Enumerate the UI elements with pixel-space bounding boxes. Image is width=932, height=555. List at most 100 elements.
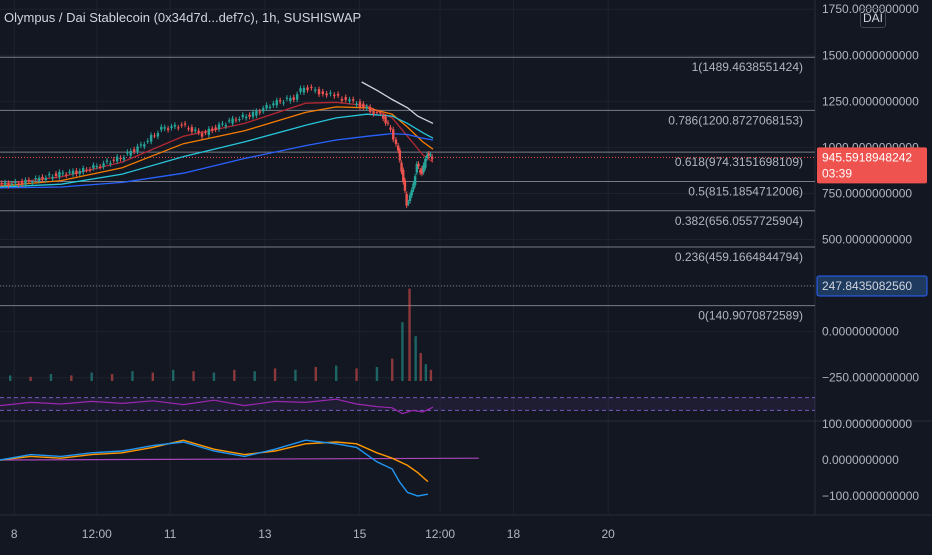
candle-body-10-1	[187, 128, 190, 130]
candle-body-8-1	[146, 140, 149, 142]
candle-body-9-3	[173, 124, 177, 127]
candle-body-29-0	[417, 163, 420, 167]
candle-body-7-5	[139, 144, 143, 146]
candle-body-9-5	[180, 124, 183, 126]
volume-bar-4	[90, 372, 93, 381]
time-tick-label-3: 13	[258, 527, 272, 541]
candle-body-1-4	[14, 181, 17, 184]
candle-body-24-1	[392, 129, 395, 140]
candle-body-2-2	[27, 179, 31, 181]
candle-body-10-4	[197, 130, 200, 133]
candle-body-3-3	[51, 176, 54, 179]
candle-body-21-1	[365, 106, 368, 109]
candle-body-26-0	[402, 169, 405, 182]
moving-average-line-3	[0, 132, 434, 189]
candle-body-19-2	[344, 97, 347, 100]
macd-pane	[0, 439, 479, 497]
candle-body-12-4	[228, 120, 231, 122]
macd-baseline	[0, 457, 479, 461]
candle-body-18-3	[333, 94, 336, 97]
volume-bar-18	[375, 367, 379, 381]
candle-body-4-2	[68, 171, 71, 173]
fib-label-0: 1(1489.4638551424)	[692, 60, 803, 74]
candle-body-3-4	[54, 173, 58, 177]
candle-body-5-1	[85, 169, 88, 171]
price-tick-label-7: 0.0000000000	[822, 325, 899, 339]
time-axis-labels: 8 12:00 11 13 15 12:00 18 20	[11, 527, 615, 541]
candle-body-2-1	[24, 179, 27, 185]
candle-body-8-5	[160, 126, 163, 130]
candle-body-18-0	[321, 91, 325, 95]
time-tick-label-7: 20	[602, 527, 616, 541]
candle-body-26-1	[403, 180, 407, 191]
volume-bar-17	[355, 368, 358, 381]
candle-body-15-2	[282, 102, 285, 104]
candle-body-30-2	[425, 155, 429, 159]
candle-body-6-4	[115, 156, 119, 162]
candle-body-31-1	[429, 154, 432, 156]
candle-body-9-0	[163, 127, 166, 129]
fibonacci-layer: 1(1489.4638551424) 0.786(1200.8727068153)…	[0, 56, 815, 323]
candle-body-2-0	[20, 181, 24, 185]
candle-body-12-5	[231, 118, 234, 124]
price-tick-label-4: 750.0000000000	[822, 186, 912, 200]
chart-title: Olympus / Dai Stablecoin (0x34d7d...def7…	[4, 10, 362, 25]
candle-body-27-0	[407, 202, 410, 204]
candle-body-3-0	[41, 176, 44, 180]
candle-body-22-0	[372, 110, 375, 114]
price-tick-label-0: 1750.0000000000	[822, 2, 919, 16]
candle-body-13-5	[251, 112, 255, 117]
currency-badge[interactable]: DAI	[860, 8, 886, 28]
volume-bar-23	[419, 353, 422, 381]
volume-marker-badge	[816, 275, 928, 297]
candle-body-1-2	[7, 183, 10, 186]
candle-body-17-1	[310, 86, 313, 89]
candle-body-25-1	[398, 150, 402, 161]
candle-body-4-3	[71, 170, 75, 175]
candle-body-7-0	[122, 157, 126, 160]
volume-bar-24	[424, 364, 428, 381]
candle-body-26-2	[405, 193, 408, 206]
volume-bar-19	[391, 358, 394, 381]
candle-body-13-2	[241, 114, 245, 118]
candle-body-3-2	[48, 174, 51, 176]
candle-body-9-2	[170, 126, 173, 128]
candle-body-27-2	[410, 190, 413, 196]
volume-bar-21	[408, 288, 411, 381]
candle-body-11-1	[207, 128, 211, 135]
fib-label-3: 0.5(815.1854712006)	[688, 184, 803, 198]
volume-bar-5	[110, 374, 114, 381]
candle-body-23-0	[382, 115, 385, 119]
candle-layer	[0, 84, 434, 209]
volume-bar-13	[273, 368, 277, 381]
fib-label-4: 0.382(656.0557725904)	[675, 214, 803, 228]
candle-body-5-0	[81, 168, 85, 173]
candle-body-1-5	[17, 183, 20, 186]
candle-body-20-1	[355, 103, 358, 105]
price-tick-label-2: 1250.0000000000	[822, 94, 919, 108]
candle-body-14-3	[265, 105, 268, 109]
volume-bar-12	[253, 371, 256, 381]
candle-body-15-0	[275, 100, 278, 106]
candle-body-12-3	[224, 125, 228, 127]
candle-body-28-0	[412, 183, 415, 190]
candle-body-29-2	[420, 168, 424, 174]
candle-body-13-0	[234, 119, 238, 121]
candle-body-31-0	[427, 153, 430, 156]
volume-bar-20	[401, 322, 404, 381]
candle-body-24-0	[389, 127, 392, 130]
candle-body-28-2	[415, 163, 419, 173]
candle-body-22-2	[379, 112, 382, 114]
candle-body-8-3	[153, 135, 156, 137]
volume-bar-1	[29, 376, 32, 381]
candle-body-10-2	[190, 127, 194, 132]
grid-layer	[0, 0, 815, 515]
volume-marker-value: 247.8435082560	[822, 279, 912, 293]
candle-body-17-2	[313, 89, 317, 91]
candle-body-17-0	[306, 87, 309, 91]
candle-body-16-0	[295, 94, 299, 100]
volume-bar-3	[70, 375, 73, 381]
candle-body-16-2	[302, 88, 306, 93]
